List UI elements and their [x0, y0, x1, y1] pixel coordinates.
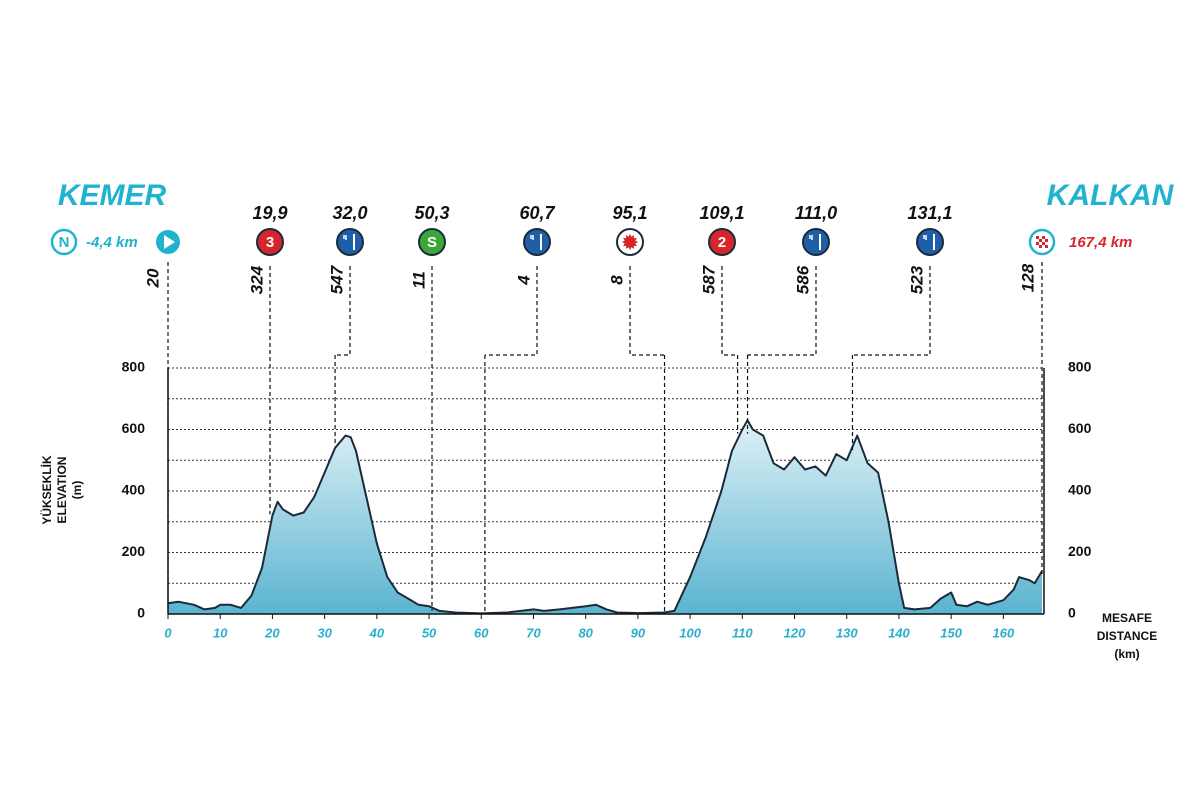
- leader-line: [721, 266, 738, 356]
- x-tick-label: 0: [164, 625, 172, 640]
- elevation-label: 586: [793, 265, 812, 294]
- icon-badge: 3: [266, 234, 274, 251]
- x-tick-label: 80: [578, 625, 593, 640]
- km-label: 109,1: [699, 203, 744, 223]
- y-tick-label: 0: [137, 605, 145, 621]
- checker: [1036, 236, 1039, 239]
- icon-circle: [418, 228, 446, 256]
- icon-feed: [336, 228, 364, 256]
- profile-area: [168, 420, 1042, 614]
- icon-feed: [802, 228, 830, 256]
- checker: [1036, 242, 1039, 245]
- km-label: 131,1: [907, 203, 952, 223]
- x-axis-label: MESAFE: [1102, 611, 1152, 625]
- x-tick-label: 140: [888, 625, 910, 640]
- x-tick-label: 110: [732, 625, 753, 640]
- icon-feed: [916, 228, 944, 256]
- elevation-label: 587: [699, 264, 718, 294]
- y-tick-label: 400: [122, 482, 146, 498]
- elevation-label: 11: [409, 271, 428, 289]
- leader-line: [747, 266, 817, 356]
- x-tick-label: 100: [679, 625, 701, 640]
- x-tick-label: 40: [369, 625, 385, 640]
- finish-distance: 167,4 km: [1069, 234, 1132, 251]
- km-label: 32,0: [332, 203, 367, 223]
- fork: [343, 235, 347, 240]
- y-tick-label-right: 600: [1068, 420, 1092, 436]
- icon-circle: [708, 228, 736, 256]
- elevation-label: 128: [1018, 263, 1037, 292]
- finish-name: KALKAN: [1047, 179, 1175, 212]
- icon-circle: [916, 228, 944, 256]
- km-label: 60,7: [519, 203, 555, 223]
- icon-badge: S: [427, 234, 437, 251]
- x-tick-label: 70: [526, 625, 541, 640]
- x-tick-label: 130: [836, 625, 858, 640]
- km-label: 95,1: [612, 203, 647, 223]
- y-tick-label: 200: [122, 543, 146, 559]
- icon-circle: [336, 228, 364, 256]
- checker: [1042, 236, 1045, 239]
- x-tick-label: 90: [631, 625, 646, 640]
- neutral-badge: N: [59, 234, 70, 251]
- elevation-label: 20: [143, 268, 162, 288]
- x-tick-label: 150: [940, 625, 962, 640]
- y-axis-label: (m): [70, 481, 84, 500]
- leader-line: [629, 266, 665, 356]
- bonus-star: [622, 234, 638, 250]
- icon-climb: 2: [708, 228, 736, 256]
- fork: [809, 235, 813, 240]
- y-tick-label-right: 0: [1068, 605, 1076, 621]
- y-tick-label: 800: [122, 359, 146, 375]
- icon-circle: [802, 228, 830, 256]
- y-tick-label: 600: [122, 420, 146, 436]
- neutral-distance: -4,4 km: [86, 234, 138, 251]
- fork: [923, 235, 927, 240]
- elevation-label: 4: [514, 275, 533, 286]
- neutral-icon: [50, 228, 78, 256]
- icon-circle: [523, 228, 551, 256]
- checker: [1039, 239, 1042, 242]
- y-tick-label-right: 800: [1068, 359, 1092, 375]
- elevation-label: 324: [247, 265, 266, 294]
- icon-climb: 3: [256, 228, 284, 256]
- profile-line: [167, 419, 1043, 615]
- elevation-label: 523: [907, 265, 926, 294]
- x-tick-label: 120: [784, 625, 806, 640]
- checker: [1042, 242, 1045, 245]
- fork: [530, 235, 534, 240]
- elevation-label: 547: [327, 264, 346, 294]
- checker: [1045, 245, 1048, 248]
- icon-sprint: S: [418, 228, 446, 256]
- y-tick-label-right: 200: [1068, 543, 1092, 559]
- checker: [1039, 245, 1042, 248]
- km-label: 111,0: [795, 203, 837, 223]
- x-tick-label: 50: [422, 625, 437, 640]
- elevation-label: 8: [607, 275, 626, 285]
- leader-line: [335, 266, 351, 356]
- km-label: 19,9: [252, 203, 287, 223]
- icon-badge: 2: [718, 234, 726, 251]
- leader-line: [852, 266, 931, 356]
- icon-bonus: [616, 228, 644, 256]
- y-axis-label: YÜKSEKLİK: [39, 455, 54, 525]
- icon-feed: [523, 228, 551, 256]
- start-name: KEMER: [58, 179, 167, 212]
- x-tick-label: 160: [993, 625, 1015, 640]
- x-tick-label: 20: [264, 625, 280, 640]
- x-tick-label: 60: [474, 625, 489, 640]
- y-axis-label: ELEVATION: [55, 457, 69, 524]
- x-tick-label: 30: [317, 625, 332, 640]
- x-axis-label: (km): [1114, 647, 1139, 661]
- x-tick-label: 10: [213, 625, 228, 640]
- km-label: 50,3: [414, 203, 449, 223]
- leader-line: [484, 266, 538, 356]
- icon-circle: [256, 228, 284, 256]
- checker: [1045, 239, 1048, 242]
- start-arrow: [164, 235, 175, 249]
- x-axis-label: DISTANCE: [1097, 629, 1157, 643]
- y-tick-label-right: 400: [1068, 482, 1092, 498]
